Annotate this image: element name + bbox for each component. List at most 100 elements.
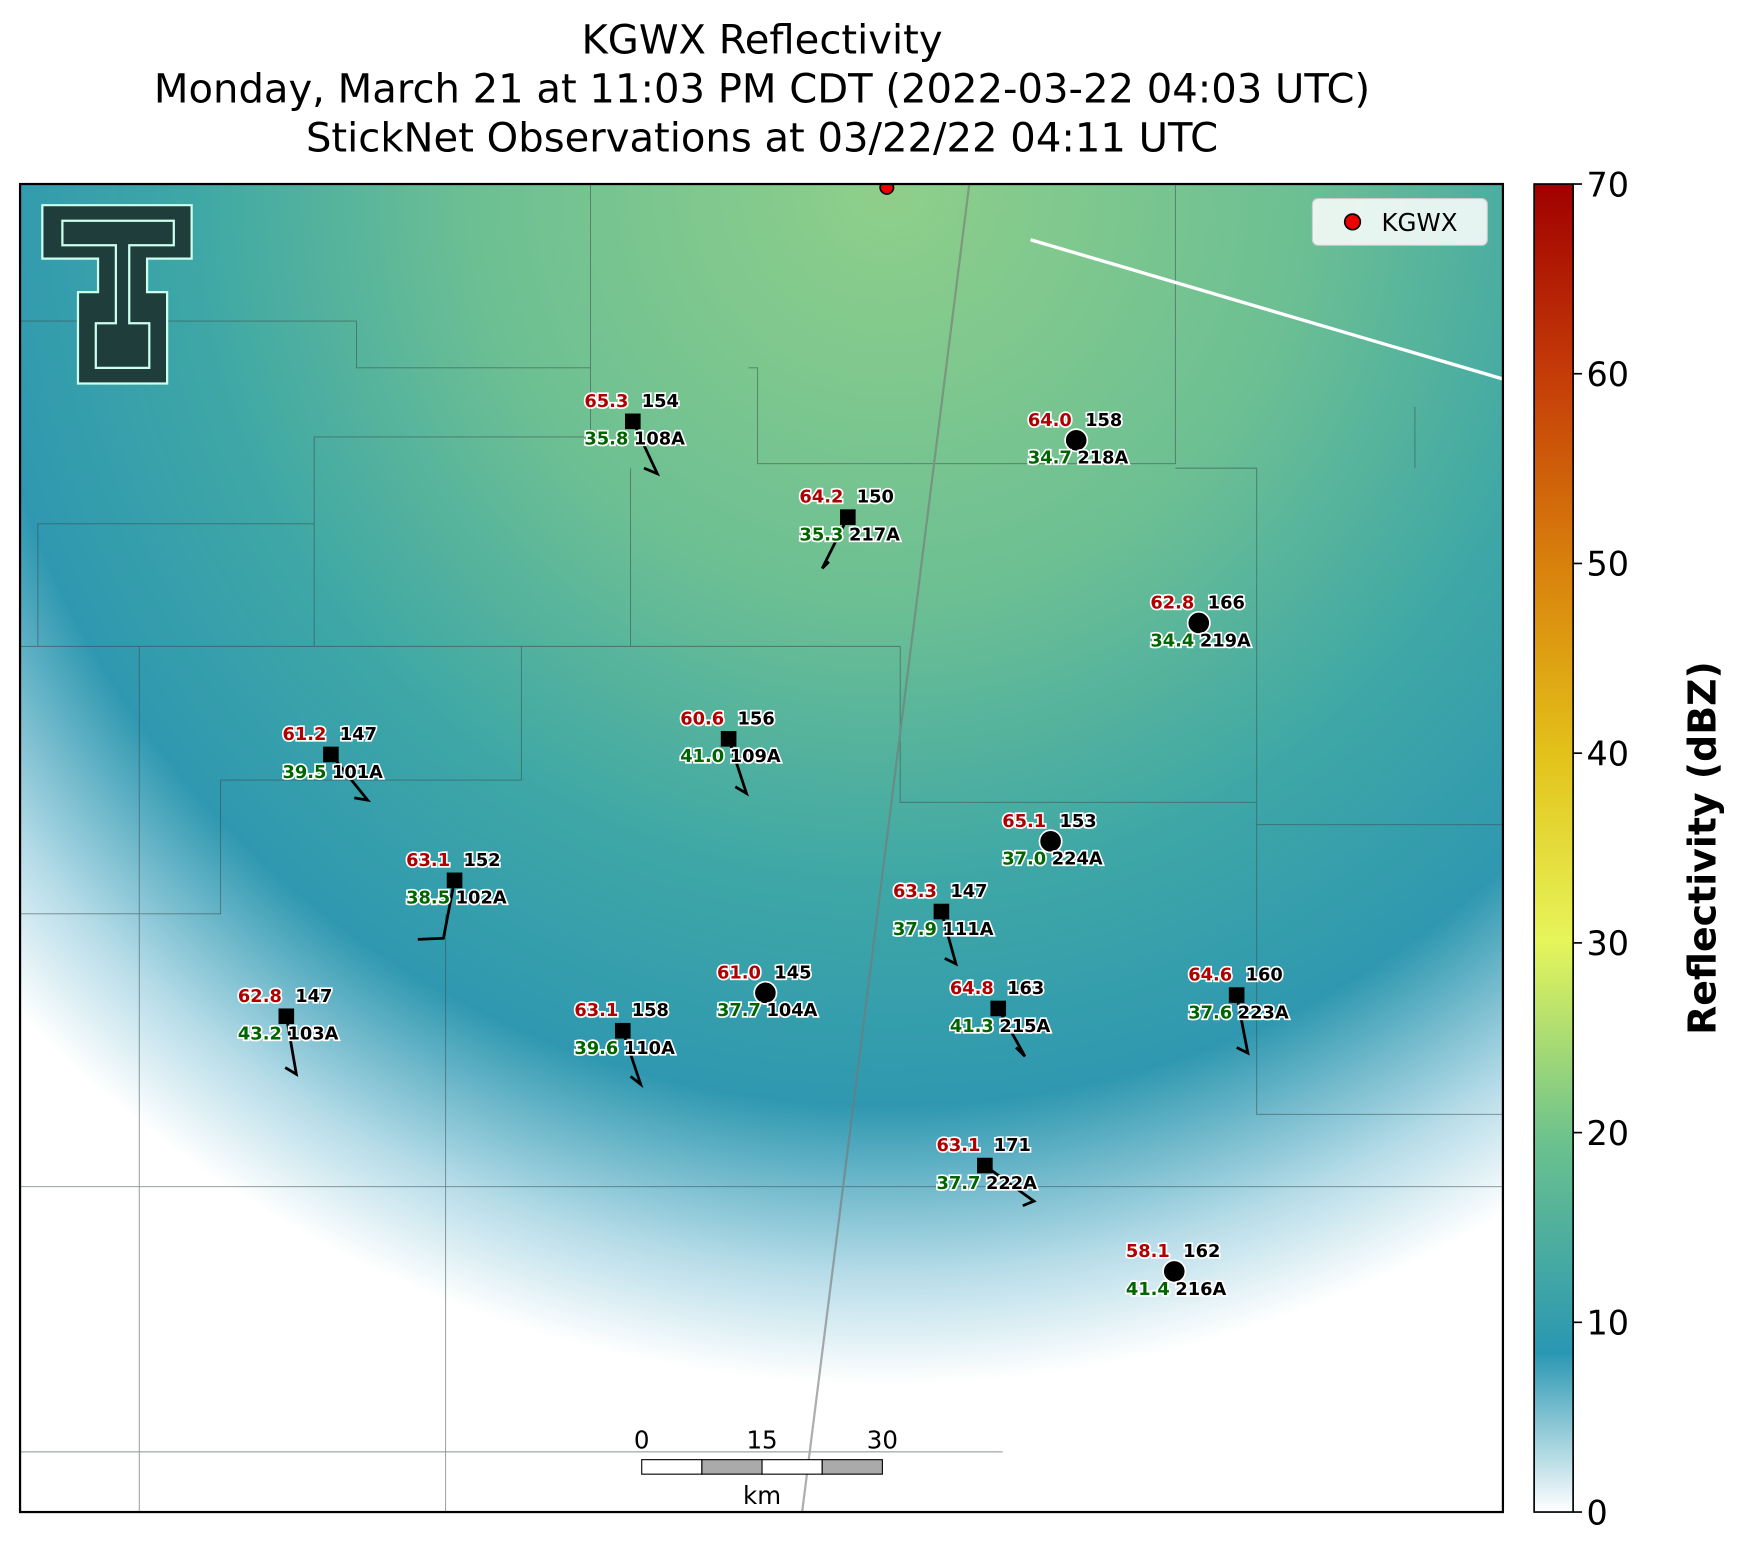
station-marker: [1186, 611, 1211, 635]
station-value: 171: [994, 1135, 1031, 1156]
temperature: 61.0: [717, 962, 761, 983]
temperature: 64.2: [799, 487, 843, 508]
colorbar-tick-label: 70: [1586, 165, 1629, 204]
station-id: 222A: [986, 1173, 1037, 1194]
scale-tick-label: 30: [867, 1426, 898, 1455]
wind-barb: [631, 420, 661, 477]
scale-ticks: 0 15 30: [634, 1426, 898, 1455]
station-id: 104A: [767, 1000, 818, 1021]
station-id: 103A: [287, 1024, 338, 1045]
dewpoint: 35.3: [799, 525, 843, 546]
scale-segment: [641, 1459, 703, 1475]
station-value: 147: [295, 986, 332, 1007]
legend-marker: [1343, 213, 1362, 231]
dewpoint: 34.4: [1150, 630, 1194, 651]
station-id: 102A: [456, 888, 507, 909]
scale-tick-label: 0: [634, 1426, 650, 1455]
temperature: 58.1: [1126, 1241, 1170, 1262]
station-value: 162: [1183, 1241, 1220, 1262]
station-value: 154: [642, 391, 679, 412]
colorbar-tick-label: 30: [1586, 924, 1629, 963]
dewpoint: 41.3: [950, 1016, 994, 1037]
dewpoint: 35.8: [584, 429, 628, 450]
scale-unit: km: [743, 1481, 781, 1510]
station-marker: [1064, 428, 1089, 453]
station-id: 219A: [1200, 630, 1251, 651]
wind-barb: [820, 516, 850, 570]
temperature: 64.6: [1188, 965, 1232, 986]
station-id: 224A: [1052, 849, 1103, 870]
dewpoint: 34.7: [1028, 448, 1072, 469]
station-marker: [278, 1008, 295, 1025]
dewpoint: 37.7: [717, 1000, 761, 1021]
station-value: 153: [1060, 811, 1097, 832]
temperature: 62.8: [238, 986, 282, 1007]
dewpoint: 37.7: [936, 1173, 980, 1194]
wind-barb: [329, 753, 372, 803]
station-value: 150: [857, 487, 894, 508]
station-id: 217A: [849, 525, 900, 546]
station-marker: [990, 1000, 1007, 1017]
station-marker: [1228, 987, 1245, 1003]
dewpoint: 37.6: [1188, 1002, 1232, 1023]
dewpoint: 39.5: [282, 762, 326, 783]
temperature: 64.0: [1028, 410, 1072, 431]
dewpoint: 41.0: [680, 746, 724, 767]
temperature: 60.6: [680, 708, 724, 729]
station-value: 158: [1085, 410, 1122, 431]
radar-site: [879, 184, 895, 195]
legend-box: [1311, 197, 1488, 246]
temperature: 63.1: [406, 850, 450, 871]
temperature: 65.1: [1002, 811, 1046, 832]
county-lines: [20, 184, 1503, 1513]
station-value: 163: [1007, 978, 1044, 999]
station-id: 101A: [332, 762, 383, 783]
temperature: 63.3: [893, 881, 937, 902]
station-id: 215A: [999, 1016, 1050, 1037]
station-marker: [323, 746, 339, 763]
station-id: 223A: [1238, 1002, 1289, 1023]
scale-segment: [701, 1459, 763, 1475]
scale-tick-label: 15: [746, 1426, 777, 1455]
colorbar-tick-label: 60: [1586, 355, 1629, 394]
station-value: 147: [950, 881, 987, 902]
radar-field: [20, 184, 1503, 1513]
station-id: 109A: [730, 746, 781, 767]
station-marker: [1162, 1259, 1187, 1284]
colorbar-label: Reflectivity (dBZ): [1681, 661, 1725, 1035]
station-marker: [446, 872, 463, 889]
colorbar-tick-label: 20: [1586, 1114, 1629, 1153]
wind-barb: [984, 1164, 1037, 1207]
station-marker: [720, 731, 737, 747]
colorbar: [1533, 183, 1574, 1513]
station-id: 110A: [624, 1038, 675, 1059]
subtitle: Monday, March 21 at 11:03 PM CDT (2022-0…: [154, 67, 1370, 113]
station-id: 218A: [1077, 448, 1128, 469]
station-marker: [977, 1157, 993, 1174]
map-frame: [18, 182, 1505, 1514]
temperature: 62.8: [1150, 592, 1194, 613]
colorbar-tick-label: 40: [1586, 734, 1629, 773]
wind-barb: [727, 738, 749, 797]
colorbar-tick-label: 10: [1586, 1304, 1629, 1343]
station-value: 158: [632, 1000, 669, 1021]
temperature: 65.3: [584, 391, 628, 412]
dewpoint: 37.9: [893, 919, 937, 940]
station-marker: [840, 509, 856, 525]
dewpoint: 41.4: [1126, 1279, 1170, 1300]
station-marker: [625, 413, 641, 430]
station-value: 160: [1246, 965, 1283, 986]
temperature: 61.2: [282, 724, 326, 745]
wind-barb: [1235, 994, 1250, 1056]
station-id: 216A: [1175, 1279, 1226, 1300]
scale-bar: km: [641, 1459, 883, 1510]
legend: KGWX: [1311, 197, 1488, 246]
scale-segment: [761, 1459, 823, 1475]
dewpoint: 39.6: [574, 1038, 618, 1059]
station-marker: [753, 980, 778, 1005]
station-value: 152: [463, 850, 500, 871]
station-marker: [933, 903, 950, 920]
station-id: 111A: [943, 919, 994, 940]
station-id: 108A: [634, 429, 685, 450]
